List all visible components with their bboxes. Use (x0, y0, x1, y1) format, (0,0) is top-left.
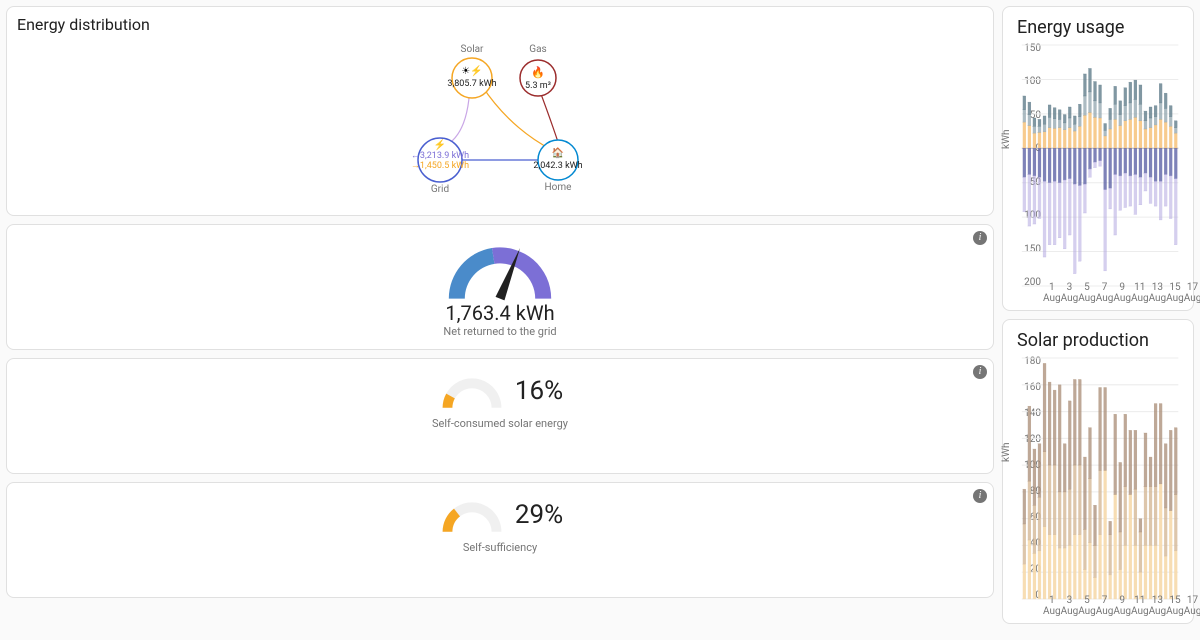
energy-distribution-diagram: ☀⚡ 3,805.7 kWh Solar 🔥 5.3 m³ Gas ⚡ ←3,2… (17, 38, 983, 198)
net-returned-card: i 1,763.4 kWh Net returned to the grid (6, 224, 994, 350)
solar-production-ylabel: kWh (1001, 442, 1012, 461)
svg-text:2,042.3 kWh: 2,042.3 kWh (533, 161, 582, 171)
energy-usage-chart (1017, 43, 1179, 288)
self-sufficiency-caption: Self-sufficiency (17, 541, 983, 554)
svg-text:5.3 m³: 5.3 m³ (525, 81, 551, 91)
svg-text:Grid: Grid (431, 184, 449, 195)
energy-usage-ylabel: kWh (1001, 129, 1012, 148)
solar-production-chart (1017, 356, 1179, 601)
self-sufficiency-card: i 29% Self-sufficiency (6, 482, 994, 598)
self-consumed-card: i 16% Self-consumed solar energy (6, 358, 994, 474)
svg-text:3,805.7 kWh: 3,805.7 kWh (447, 79, 496, 89)
solar-production-card: Solar production 18016014012010080604020… (1002, 319, 1194, 624)
self-sufficiency-percent: 29% (515, 500, 563, 530)
info-icon[interactable]: i (973, 231, 987, 245)
self-consumed-gauge (437, 367, 507, 415)
net-returned-gauge (17, 233, 983, 305)
energy-usage-card: Energy usage 15010050050100150200 kWh 1 … (1002, 6, 1194, 311)
svg-text:Home: Home (545, 182, 572, 193)
svg-text:☀⚡: ☀⚡ (461, 64, 482, 77)
net-returned-caption: Net returned to the grid (17, 325, 983, 338)
svg-text:🏠: 🏠 (552, 147, 564, 159)
sidebar: Energy distribution ☀⚡ 3,805.7 kWh Solar… (6, 6, 994, 624)
energy-usage-xaxis: 1 Aug3 Aug5 Aug7 Aug9 Aug11 Aug13 Aug15 … (1043, 282, 1189, 304)
svg-text:⚡: ⚡ (434, 138, 446, 151)
info-icon[interactable]: i (973, 489, 987, 503)
info-icon[interactable]: i (973, 365, 987, 379)
self-consumed-percent: 16% (515, 376, 563, 406)
svg-text:→1,450.5 kWh: →1,450.5 kWh (411, 161, 469, 171)
energy-usage-title: Energy usage (1017, 17, 1179, 38)
energy-distribution-title: Energy distribution (17, 15, 983, 34)
svg-text:🔥: 🔥 (531, 66, 545, 79)
svg-text:Solar: Solar (461, 44, 485, 55)
solar-production-title: Solar production (1017, 330, 1179, 351)
svg-text:←3,213.9 kWh: ←3,213.9 kWh (411, 151, 469, 161)
solar-production-xaxis: 1 Aug3 Aug5 Aug7 Aug9 Aug11 Aug13 Aug15 … (1043, 595, 1189, 617)
energy-distribution-card: Energy distribution ☀⚡ 3,805.7 kWh Solar… (6, 6, 994, 216)
self-consumed-caption: Self-consumed solar energy (17, 417, 983, 430)
svg-text:Gas: Gas (529, 44, 546, 55)
self-sufficiency-gauge (437, 491, 507, 539)
